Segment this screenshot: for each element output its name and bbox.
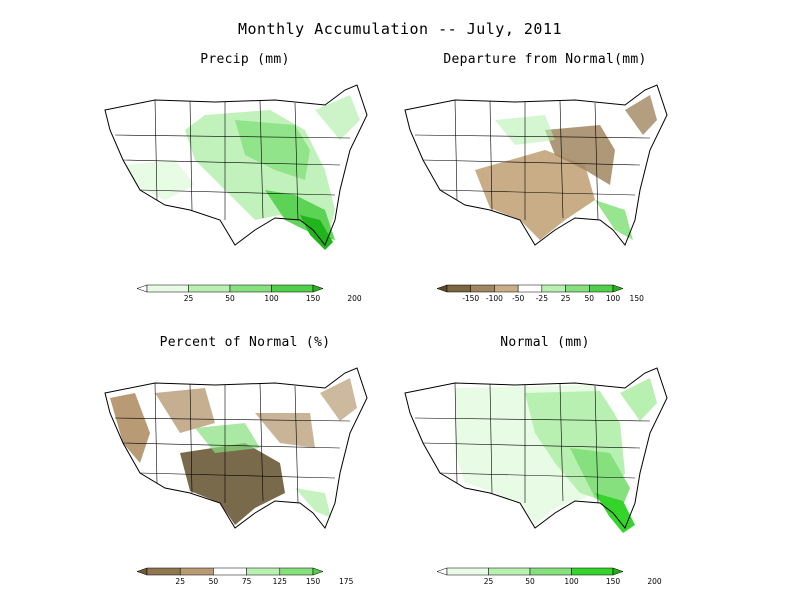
- colorbar-swatch: [565, 284, 590, 293]
- colorbar-tick-label: 100: [564, 577, 579, 586]
- percent-map: [104, 367, 368, 529]
- precip-map: [104, 84, 368, 250]
- colorbar-arrow-high: [612, 284, 624, 293]
- colorbar-tick-label: -50: [512, 294, 524, 303]
- figure-title: Monthly Accumulation -- July, 2011: [237, 20, 563, 38]
- colorbar-swatch: [571, 567, 614, 576]
- colorbar-swatch: [179, 567, 214, 576]
- colorbar-tick-label: 50: [585, 294, 595, 303]
- colorbar-swatch: [246, 567, 281, 576]
- departure-map: [404, 84, 668, 246]
- departure-colorbar: -150 -100 -50 -25 25 50 100 150: [436, 284, 645, 303]
- colorbar-swatch: [529, 567, 572, 576]
- colorbar-tick-label: 150: [306, 577, 321, 586]
- colorbar-tick-label: 175: [339, 577, 354, 586]
- colorbar-tick-label: 25: [561, 294, 571, 303]
- colorbar-swatch: [541, 284, 566, 293]
- colorbar-tick-label: 50: [225, 294, 235, 303]
- normal-panel: Normal (mm) 25 50 100 150 200: [395, 335, 695, 615]
- colorbar-tick-label: -100: [486, 294, 503, 303]
- colorbar-tick-label: 50: [525, 577, 535, 586]
- precip-colorbar: 25 50 100 150 200: [136, 284, 362, 303]
- colorbar-tick-label: 25: [175, 577, 185, 586]
- panel-title-normal: Normal (mm): [500, 335, 590, 350]
- colorbar-arrow-low: [136, 284, 148, 293]
- colorbar-tick-label: 200: [647, 577, 662, 586]
- colorbar-swatch: [229, 284, 272, 293]
- colorbar-tick-label: -150: [462, 294, 479, 303]
- colorbar-swatch: [271, 284, 314, 293]
- colorbar-swatch: [517, 284, 543, 293]
- colorbar-arrow-low: [436, 567, 448, 576]
- colorbar-swatch: [446, 567, 489, 576]
- colorbar-tick-label: 150: [630, 294, 645, 303]
- colorbar-arrow-high: [312, 284, 324, 293]
- colorbar-tick-label: 200: [347, 294, 362, 303]
- panel-title-precip: Precip (mm): [200, 52, 290, 67]
- normal-map: [404, 367, 668, 533]
- colorbar-tick-label: 100: [264, 294, 279, 303]
- colorbar-arrow-high: [612, 567, 624, 576]
- colorbar-arrow-low: [136, 567, 148, 576]
- colorbar-swatch: [213, 567, 247, 576]
- colorbar-tick-label: 150: [606, 577, 621, 586]
- colorbar-tick-label: 150: [306, 294, 321, 303]
- colorbar-swatch: [470, 284, 495, 293]
- precip-panel: Precip (mm) 25 50 100 150 200: [95, 52, 395, 332]
- colorbar-swatch: [589, 284, 614, 293]
- colorbar-swatch: [146, 284, 189, 293]
- colorbar-tick-label: 25: [184, 294, 194, 303]
- colorbar-tick-label: 125: [273, 577, 288, 586]
- colorbar-arrow-low: [436, 284, 448, 293]
- colorbar-swatch: [446, 284, 471, 293]
- colorbar-tick-label: 100: [606, 294, 621, 303]
- colorbar-tick-label: 50: [209, 577, 219, 586]
- colorbar-swatch: [494, 284, 519, 293]
- colorbar-arrow-high: [312, 567, 324, 576]
- colorbar-swatch: [488, 567, 531, 576]
- colorbar-tick-label: -25: [536, 294, 548, 303]
- percent-panel: Percent of Normal (%) 25 50 75 125 150 175: [95, 335, 395, 615]
- panel-title-departure: Departure from Normal(mm): [443, 52, 647, 67]
- panel-title-percent: Percent of Normal (%): [159, 335, 331, 350]
- colorbar-swatch: [146, 567, 181, 576]
- colorbar-swatch: [279, 567, 314, 576]
- percent-colorbar: 25 50 75 125 150 175: [136, 567, 354, 586]
- colorbar-tick-label: 25: [484, 577, 494, 586]
- colorbar-tick-label: 75: [242, 577, 252, 586]
- colorbar-swatch: [188, 284, 231, 293]
- normal-colorbar: 25 50 100 150 200: [436, 567, 662, 586]
- departure-panel: Departure from Normal(mm) -150 -100 -50 -25…: [395, 52, 695, 332]
